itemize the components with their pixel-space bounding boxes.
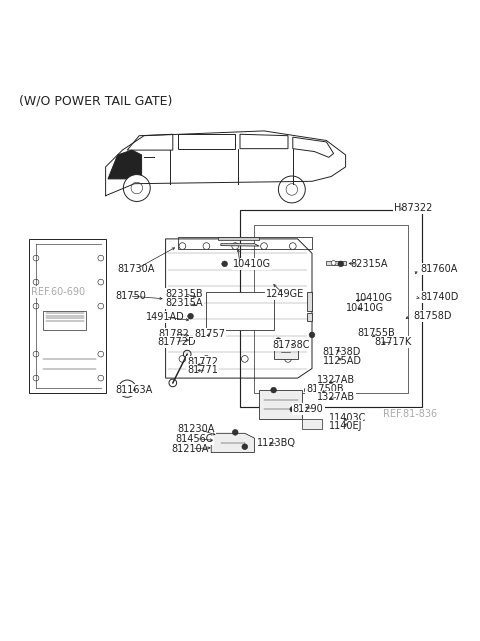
Text: 1327AB: 1327AB <box>317 375 355 385</box>
Circle shape <box>169 379 177 387</box>
Text: 81738D: 81738D <box>323 347 361 357</box>
Circle shape <box>185 291 190 296</box>
Circle shape <box>185 301 190 305</box>
Polygon shape <box>182 289 199 299</box>
Text: 1249GE: 1249GE <box>266 288 305 299</box>
Text: 1123BQ: 1123BQ <box>257 438 296 449</box>
Text: 81758D: 81758D <box>414 311 452 320</box>
Text: 81772D: 81772D <box>157 337 196 347</box>
Circle shape <box>324 349 329 354</box>
Text: 81757: 81757 <box>194 329 226 339</box>
Text: 10410G: 10410G <box>355 294 393 303</box>
Circle shape <box>276 338 281 344</box>
Text: 81456C: 81456C <box>175 433 213 444</box>
Text: 1491AD: 1491AD <box>146 312 185 322</box>
Polygon shape <box>259 390 302 419</box>
Text: 82315A: 82315A <box>350 260 388 269</box>
Text: 82315A: 82315A <box>166 298 203 308</box>
Circle shape <box>33 279 39 285</box>
Circle shape <box>222 261 228 267</box>
Circle shape <box>271 387 276 393</box>
Circle shape <box>232 429 238 435</box>
Text: (W/O POWER TAIL GATE): (W/O POWER TAIL GATE) <box>19 95 173 108</box>
Circle shape <box>123 385 131 392</box>
Polygon shape <box>274 340 298 359</box>
Circle shape <box>33 255 39 261</box>
Text: 81782: 81782 <box>158 329 189 339</box>
Text: 81730A: 81730A <box>118 263 155 274</box>
Text: 81772: 81772 <box>187 357 218 367</box>
Circle shape <box>286 184 298 196</box>
Text: 10410G: 10410G <box>346 303 384 313</box>
Text: 81738C: 81738C <box>273 340 310 350</box>
Circle shape <box>289 243 296 249</box>
Circle shape <box>119 380 136 397</box>
Circle shape <box>98 279 104 285</box>
Circle shape <box>309 332 315 338</box>
Circle shape <box>98 255 104 261</box>
Circle shape <box>98 351 104 357</box>
Text: 1125AD: 1125AD <box>323 356 361 366</box>
Text: 81290: 81290 <box>293 404 324 414</box>
Polygon shape <box>221 244 259 246</box>
Text: 81760A: 81760A <box>420 263 457 274</box>
Polygon shape <box>326 260 346 265</box>
Text: 81740D: 81740D <box>420 292 458 303</box>
Text: 82315B: 82315B <box>166 288 203 299</box>
Circle shape <box>188 313 193 319</box>
Circle shape <box>241 356 248 362</box>
Text: 81210A: 81210A <box>171 444 209 454</box>
Text: 81750: 81750 <box>115 291 146 301</box>
Polygon shape <box>307 292 312 311</box>
Polygon shape <box>108 150 142 179</box>
Circle shape <box>98 303 104 309</box>
Text: 1140EJ: 1140EJ <box>329 420 362 431</box>
Polygon shape <box>211 433 254 453</box>
Circle shape <box>203 356 210 362</box>
Circle shape <box>98 375 104 381</box>
Circle shape <box>261 243 267 249</box>
Circle shape <box>123 174 150 201</box>
Circle shape <box>290 406 296 412</box>
Circle shape <box>131 182 143 194</box>
Text: 1327AB: 1327AB <box>317 392 355 402</box>
Circle shape <box>278 176 305 203</box>
Text: 81717K: 81717K <box>374 337 412 347</box>
Text: H87322: H87322 <box>394 203 432 213</box>
Text: 81750B: 81750B <box>306 384 344 394</box>
Circle shape <box>285 356 291 362</box>
Circle shape <box>242 444 248 449</box>
Polygon shape <box>307 313 312 320</box>
Circle shape <box>33 351 39 357</box>
Polygon shape <box>206 292 274 330</box>
Text: 81771: 81771 <box>187 365 218 375</box>
Text: 81163A: 81163A <box>115 385 153 395</box>
Circle shape <box>33 303 39 309</box>
Polygon shape <box>302 419 322 428</box>
Circle shape <box>179 243 186 249</box>
Text: 81755B: 81755B <box>358 328 396 338</box>
Text: 81230A: 81230A <box>178 424 215 435</box>
Polygon shape <box>218 237 259 240</box>
Circle shape <box>33 375 39 381</box>
Text: REF.81-836: REF.81-836 <box>383 409 437 419</box>
Text: REF.60-690: REF.60-690 <box>31 287 85 297</box>
Circle shape <box>304 387 310 393</box>
Circle shape <box>179 356 186 362</box>
Circle shape <box>331 260 336 265</box>
Circle shape <box>232 243 239 249</box>
Text: 11403C: 11403C <box>329 413 366 423</box>
Polygon shape <box>182 298 199 308</box>
Text: 10410G: 10410G <box>233 260 271 269</box>
Circle shape <box>338 261 344 267</box>
Circle shape <box>203 243 210 249</box>
Circle shape <box>183 350 191 358</box>
